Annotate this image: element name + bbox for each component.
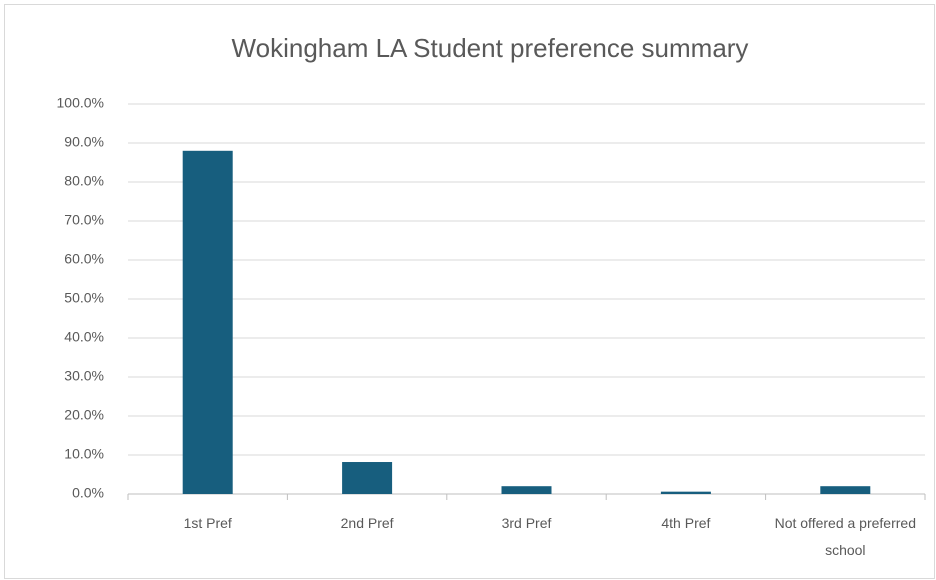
x-tick-label: 1st Pref	[183, 515, 232, 531]
y-tick-label: 0.0%	[72, 485, 104, 501]
bar	[820, 486, 871, 494]
bar	[660, 491, 711, 494]
y-tick-label: 100.0%	[57, 95, 104, 111]
y-tick-label: 10.0%	[64, 446, 104, 462]
bar	[501, 486, 552, 494]
y-tick-label: 80.0%	[64, 173, 104, 189]
y-tick-label: 70.0%	[64, 212, 104, 228]
y-tick-label: 50.0%	[64, 290, 104, 306]
y-tick-label: 30.0%	[64, 368, 104, 384]
bar	[182, 150, 233, 495]
y-tick-label: 20.0%	[64, 407, 104, 423]
chart-border	[4, 4, 935, 579]
x-tick-label: 3rd Pref	[501, 515, 552, 531]
x-tick-label: 4th Pref	[661, 515, 711, 531]
y-tick-label: 40.0%	[64, 329, 104, 345]
y-tick-label: 60.0%	[64, 251, 104, 267]
bar	[342, 462, 393, 494]
chart-title: Wokingham LA Student preference summary	[232, 33, 749, 63]
y-tick-label: 90.0%	[64, 134, 104, 150]
x-tick-label: Not offered a preferred school	[774, 515, 916, 558]
x-tick-label: 2nd Pref	[340, 515, 394, 531]
